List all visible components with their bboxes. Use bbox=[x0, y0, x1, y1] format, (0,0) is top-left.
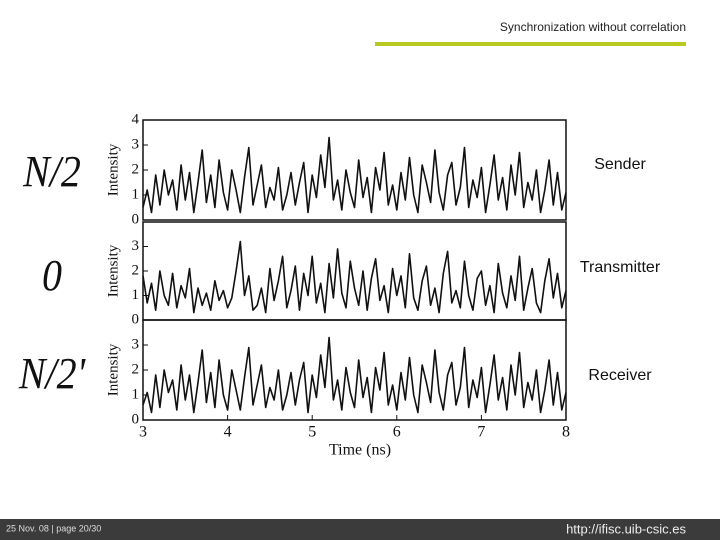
title-underline bbox=[375, 42, 686, 46]
y-axis-label: Intensity bbox=[105, 143, 121, 196]
x-tick-label: 7 bbox=[477, 424, 485, 441]
x-axis-label: Time (ns) bbox=[329, 442, 391, 459]
y-tick-label: 2 bbox=[132, 262, 140, 278]
y-tick-label: 3 bbox=[132, 238, 140, 254]
y-tick-label: 0 bbox=[132, 411, 140, 427]
x-tick-label: 3 bbox=[139, 424, 147, 441]
x-tick-label: 6 bbox=[393, 424, 401, 441]
x-tick-label: 5 bbox=[308, 424, 316, 441]
y-tick-label: 0 bbox=[132, 211, 140, 227]
intensity-line bbox=[142, 336, 567, 414]
plot-frame bbox=[142, 221, 567, 321]
y-axis-label: Intensity bbox=[105, 244, 121, 297]
panel-label: 0 bbox=[42, 252, 62, 300]
y-tick-label: 2 bbox=[132, 361, 140, 377]
panel-label: N/2 bbox=[22, 148, 81, 196]
intensity-line bbox=[142, 240, 567, 314]
y-tick-label: 4 bbox=[132, 111, 140, 127]
y-tick-label: 0 bbox=[132, 311, 140, 327]
footer-bar bbox=[0, 519, 720, 540]
footer-date-page: 25 Nov. 08 | page 20/30 bbox=[6, 523, 101, 533]
y-axis-label: Intensity bbox=[105, 343, 121, 396]
y-tick-label: 3 bbox=[132, 336, 140, 352]
y-tick-label: 1 bbox=[132, 186, 140, 202]
x-tick-label: 8 bbox=[562, 424, 570, 441]
slide-title: Synchronization without correlation bbox=[500, 20, 686, 34]
y-tick-label: 2 bbox=[132, 161, 140, 177]
y-tick-label: 3 bbox=[132, 136, 140, 152]
side-label: Receiver bbox=[588, 367, 652, 384]
panel-label: N/2' bbox=[18, 350, 86, 398]
x-tick-label: 4 bbox=[224, 424, 232, 441]
side-label: Transmitter bbox=[580, 259, 661, 276]
side-label: Sender bbox=[594, 156, 646, 173]
intensity-line bbox=[142, 136, 567, 214]
footer-url: http://ifisc.uib-csic.es bbox=[566, 521, 686, 536]
y-tick-label: 1 bbox=[132, 386, 140, 402]
y-tick-label: 1 bbox=[132, 287, 140, 303]
